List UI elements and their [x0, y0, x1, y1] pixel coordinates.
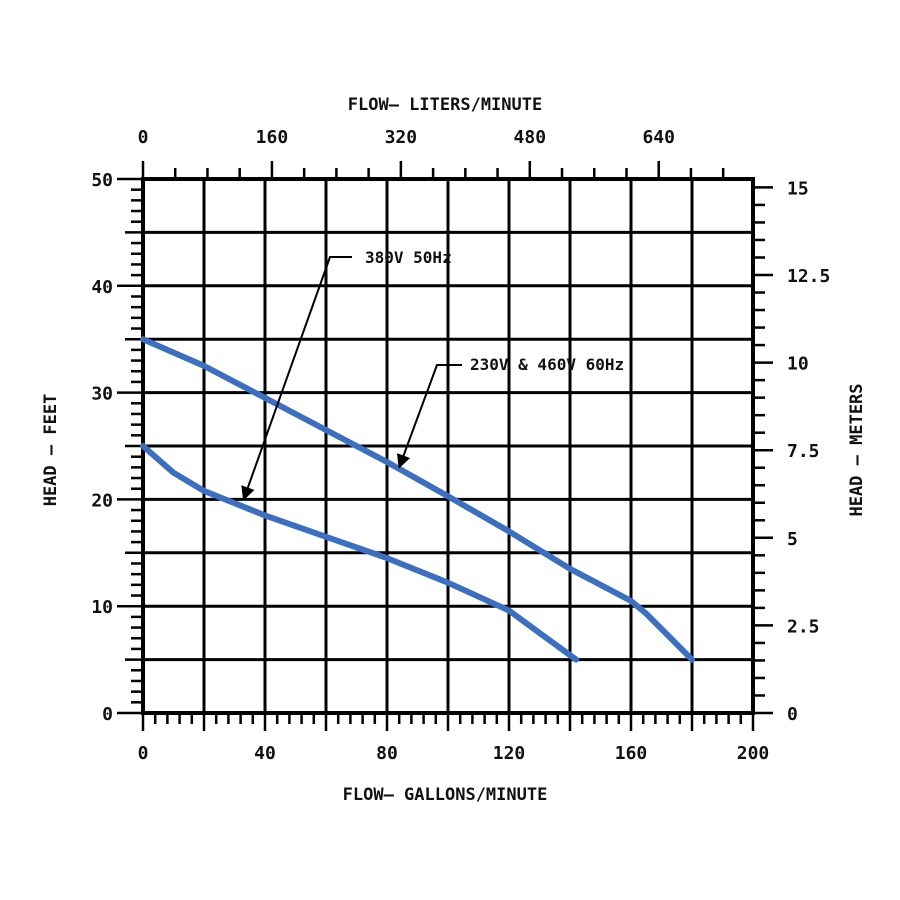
annotation-leader	[396, 364, 462, 469]
x-tick-label: 120	[493, 743, 526, 764]
x-tick-label: 80	[376, 743, 398, 764]
x2-tick-label: 160	[256, 127, 289, 148]
x-axis-title: FLOW— GALLONS/MINUTE	[343, 785, 548, 805]
y2-tick-label: 15	[787, 178, 809, 199]
y-tick-label: 10	[91, 597, 113, 618]
y2-tick-label: 5	[787, 529, 798, 550]
y-tick-label: 0	[102, 704, 113, 725]
y-axis-title: HEAD — FEET	[41, 394, 61, 507]
x2-axis-title: FLOW— LITERS/MINUTE	[348, 95, 542, 115]
y2-tick-label: 7.5	[787, 441, 820, 462]
x-tick-label: 160	[615, 743, 648, 764]
annotation-label: 230V & 460V 60Hz	[470, 355, 624, 374]
y2-tick-label: 0	[787, 704, 798, 725]
tick-labels: 0 40 80 120 160 200 0 160 320 480 640 0 10 20 30 40 50 0 2…	[91, 127, 830, 764]
y2-tick-label: 12.5	[787, 266, 830, 287]
x2-tick-label: 480	[514, 127, 547, 148]
annotation-leader	[241, 256, 352, 501]
x-tick-label: 200	[737, 743, 770, 764]
series-line-60hz	[140, 336, 695, 663]
annotations: 380V 50Hz 230V & 460V 60Hz	[241, 248, 624, 501]
y2-axis-title: HEAD — METERS	[847, 383, 867, 516]
x2-tick-label: 0	[138, 127, 149, 148]
y2-tick-label: 10	[787, 354, 809, 375]
x-tick-label: 0	[138, 743, 149, 764]
y-tick-label: 40	[91, 277, 113, 298]
x-tick-label: 40	[254, 743, 276, 764]
y-tick-label: 20	[91, 490, 113, 511]
annotation-label: 380V 50Hz	[365, 248, 452, 267]
x2-tick-label: 320	[385, 127, 418, 148]
y2-tick-label: 2.5	[787, 616, 820, 637]
series-lines	[140, 336, 695, 663]
x2-tick-label: 640	[642, 127, 675, 148]
series-line-50hz	[140, 443, 580, 663]
y-tick-label: 30	[91, 384, 113, 405]
y-tick-label: 50	[91, 170, 113, 191]
